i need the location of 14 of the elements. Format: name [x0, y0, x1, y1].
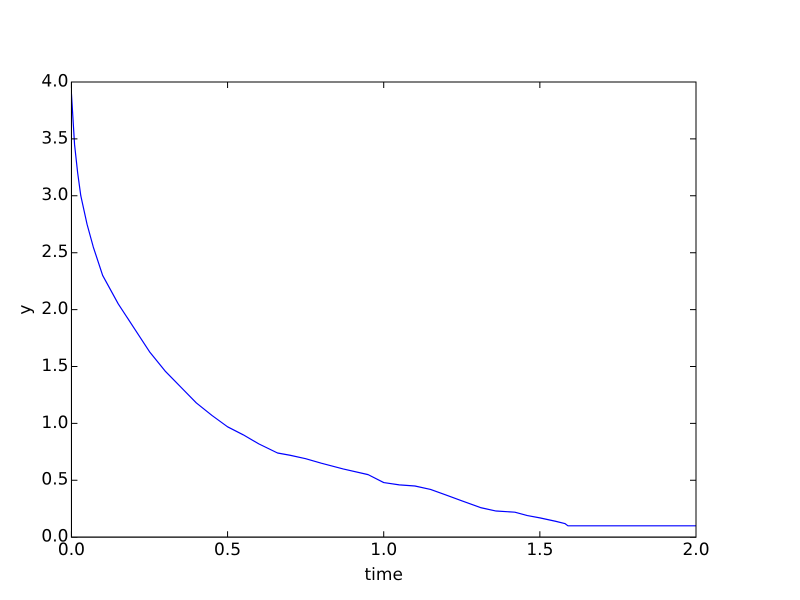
y-tick-label: 1.5 [41, 356, 68, 376]
x-tick-label: 2.0 [682, 540, 710, 560]
y-tick-label: 3.5 [41, 128, 68, 148]
x-tick-label: 0.5 [214, 540, 242, 560]
x-axis-title: time [364, 565, 403, 586]
y-tick-label: 2.0 [41, 299, 68, 320]
x-tick-label: 1.0 [370, 540, 398, 560]
y-tick-label: 0.5 [41, 470, 68, 490]
y-tick-label: 2.5 [41, 242, 68, 262]
y-tick-label: 4.0 [41, 71, 68, 92]
y-tick-label: 3.0 [41, 185, 68, 206]
y-axis-title: y [16, 304, 36, 315]
y-tick-label: 1.0 [41, 412, 68, 433]
x-tick-label: 1.5 [526, 540, 554, 560]
